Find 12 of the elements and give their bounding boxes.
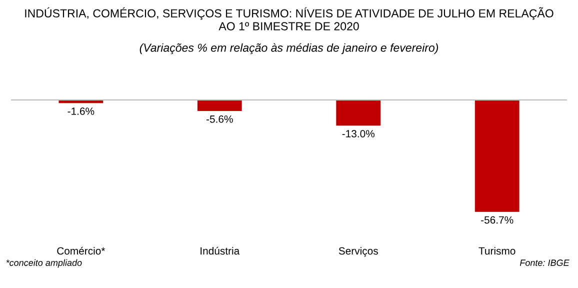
x-tick-label: Serviços — [338, 246, 378, 257]
chart-subtitle: (Variações % em relação às médias de janeiro e fevereiro) — [140, 43, 438, 54]
data-label: -56.7% — [481, 216, 514, 224]
x-tick-label: Comércio* — [57, 246, 106, 255]
source-note: Fonte: IBGE — [520, 260, 570, 266]
text: *conceito ampliado — [6, 259, 82, 268]
x-tick-label: Turismo — [478, 246, 516, 255]
chart-title: INDÚSTRIA, COMÉRCIO, SERVIÇOS E TURISMO: NÍVEIS DE ATIVIDADE DE JULHO EM RELAÇÃO AO 1º BIMESTRE DE 2020 — [25, 7, 554, 30]
data-label: -1.6% — [68, 108, 94, 115]
x-tick-label: Indústria — [200, 246, 240, 255]
data-label: -5.6% — [206, 115, 233, 123]
data-label: -13.0% — [342, 130, 374, 138]
